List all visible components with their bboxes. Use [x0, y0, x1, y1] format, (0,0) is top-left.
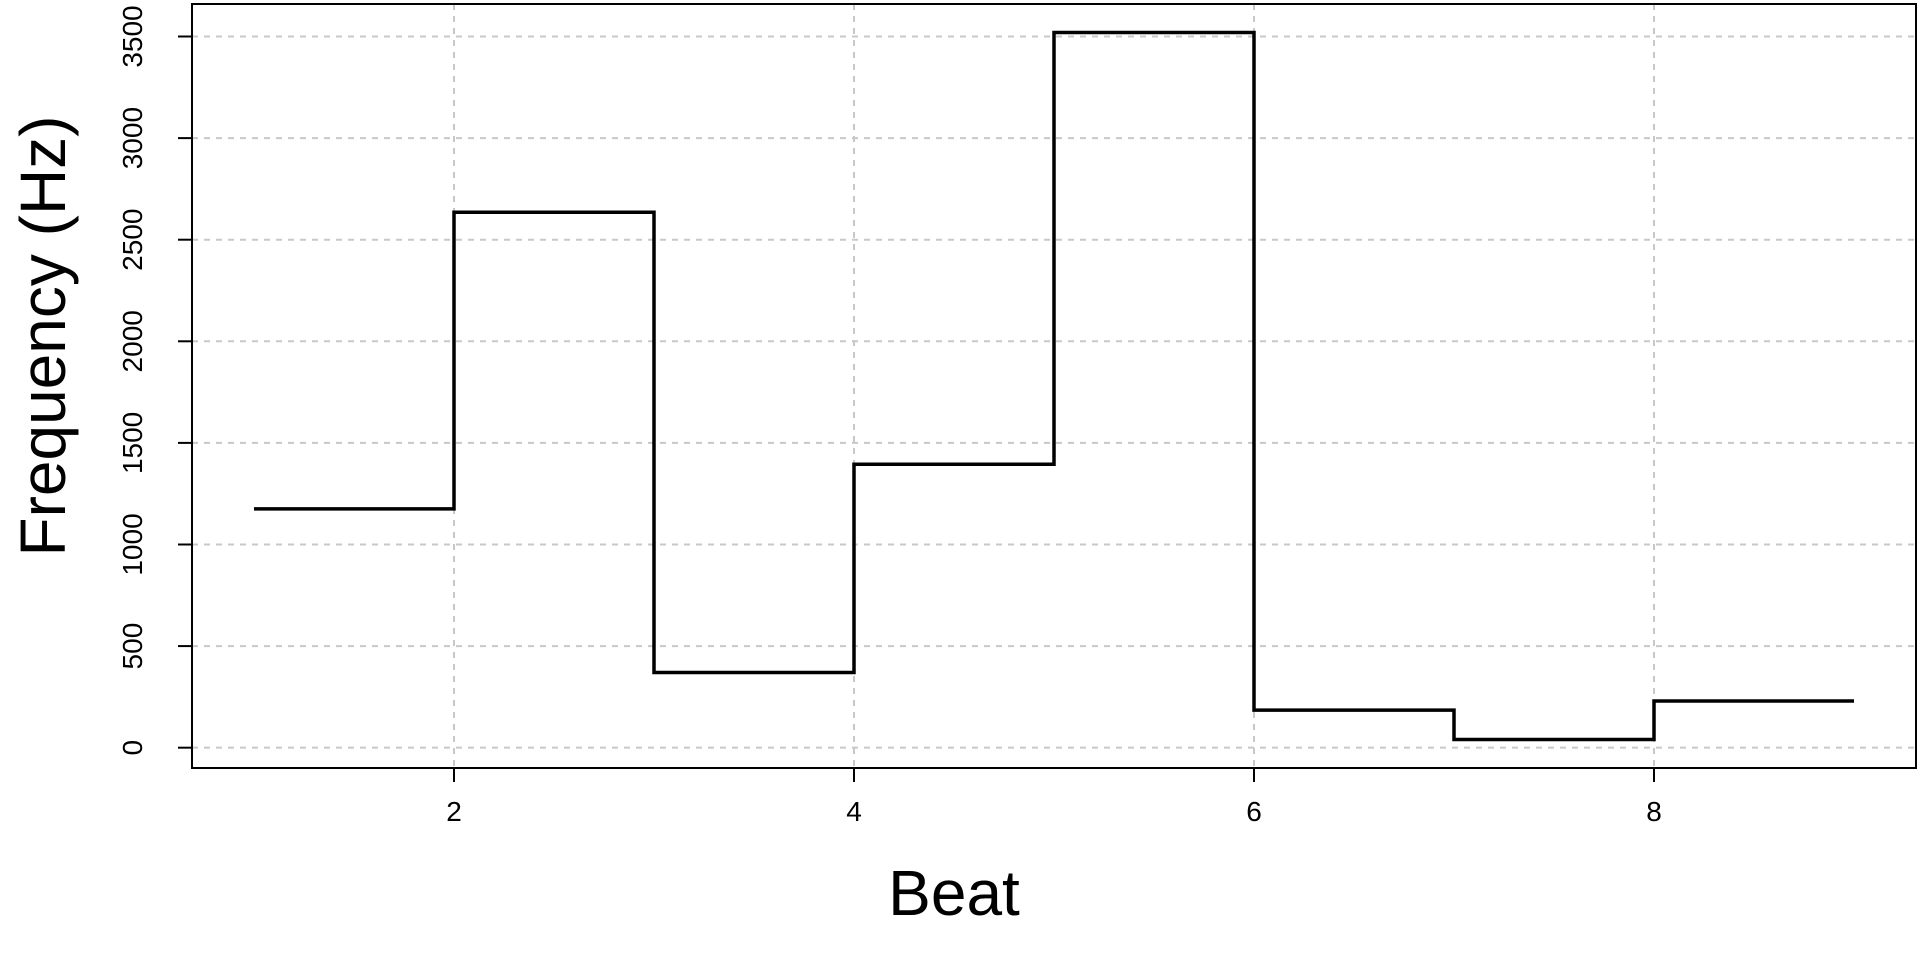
x-axis-title: Beat — [888, 857, 1020, 929]
y-axis-title: Frequency (Hz) — [7, 116, 79, 557]
x-tick-label: 6 — [1246, 796, 1262, 827]
y-tick-label: 3500 — [117, 5, 148, 67]
plot-frame — [191, 3, 1917, 769]
y-tick-label: 2000 — [117, 310, 148, 372]
x-axis: 2 4 6 8 — [446, 768, 1662, 827]
x-tick-label: 8 — [1646, 796, 1662, 827]
y-tick-label: 2500 — [117, 209, 148, 271]
y-tick-label: 1500 — [117, 412, 148, 474]
series-layer — [254, 30, 1854, 742]
x-tick-label: 2 — [446, 796, 462, 827]
y-tick-label: 500 — [117, 623, 148, 670]
x-tick-label: 4 — [846, 796, 862, 827]
y-tick-label: 3000 — [117, 107, 148, 169]
y-tick-label: 1000 — [117, 513, 148, 575]
step-line — [254, 30, 1854, 742]
y-axis: 0 500 1000 1500 2000 2500 3000 3500 — [117, 5, 192, 755]
y-tick-label: 0 — [117, 740, 148, 756]
